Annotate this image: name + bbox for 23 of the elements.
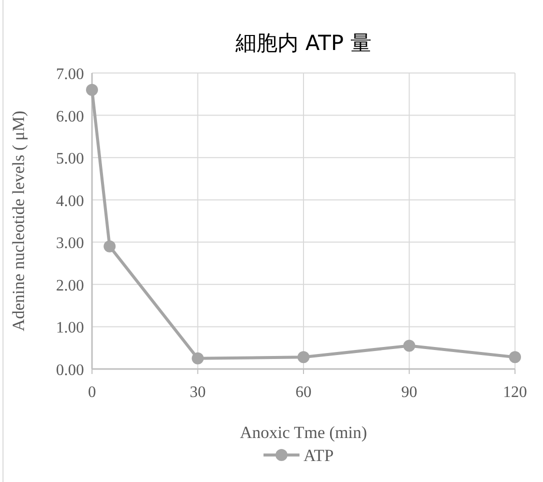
y-tick-label: 3.00	[56, 235, 84, 252]
y-tick-label: 7.00	[56, 66, 84, 83]
legend-label: ATP	[304, 446, 334, 465]
x-tick-label: 120	[503, 384, 527, 401]
point	[104, 240, 116, 252]
y-tick-label: 2.00	[56, 277, 84, 294]
y-tick-label: 4.00	[56, 192, 84, 210]
y-tick-label: 0.00	[56, 362, 84, 379]
point	[298, 351, 310, 364]
point	[509, 351, 521, 364]
point	[192, 352, 204, 364]
x-axis-title: Anoxic Tme (min)	[240, 423, 368, 442]
y-tick-label: 1.00	[56, 320, 84, 337]
x-tick-label: 30	[190, 384, 206, 401]
x-tick-label: 90	[401, 384, 418, 401]
point	[403, 340, 416, 352]
y-axis-title: Adenine nucleotide levels ( μM)	[9, 110, 28, 332]
y-tick-label: 5.00	[56, 150, 84, 168]
x-tick-label: 60	[296, 384, 312, 401]
x-tick-label: 0	[88, 384, 96, 401]
point	[86, 84, 98, 96]
y-tick-label: 6.00	[56, 108, 84, 126]
chart-title: 細胞内 ATP 量	[234, 31, 372, 55]
